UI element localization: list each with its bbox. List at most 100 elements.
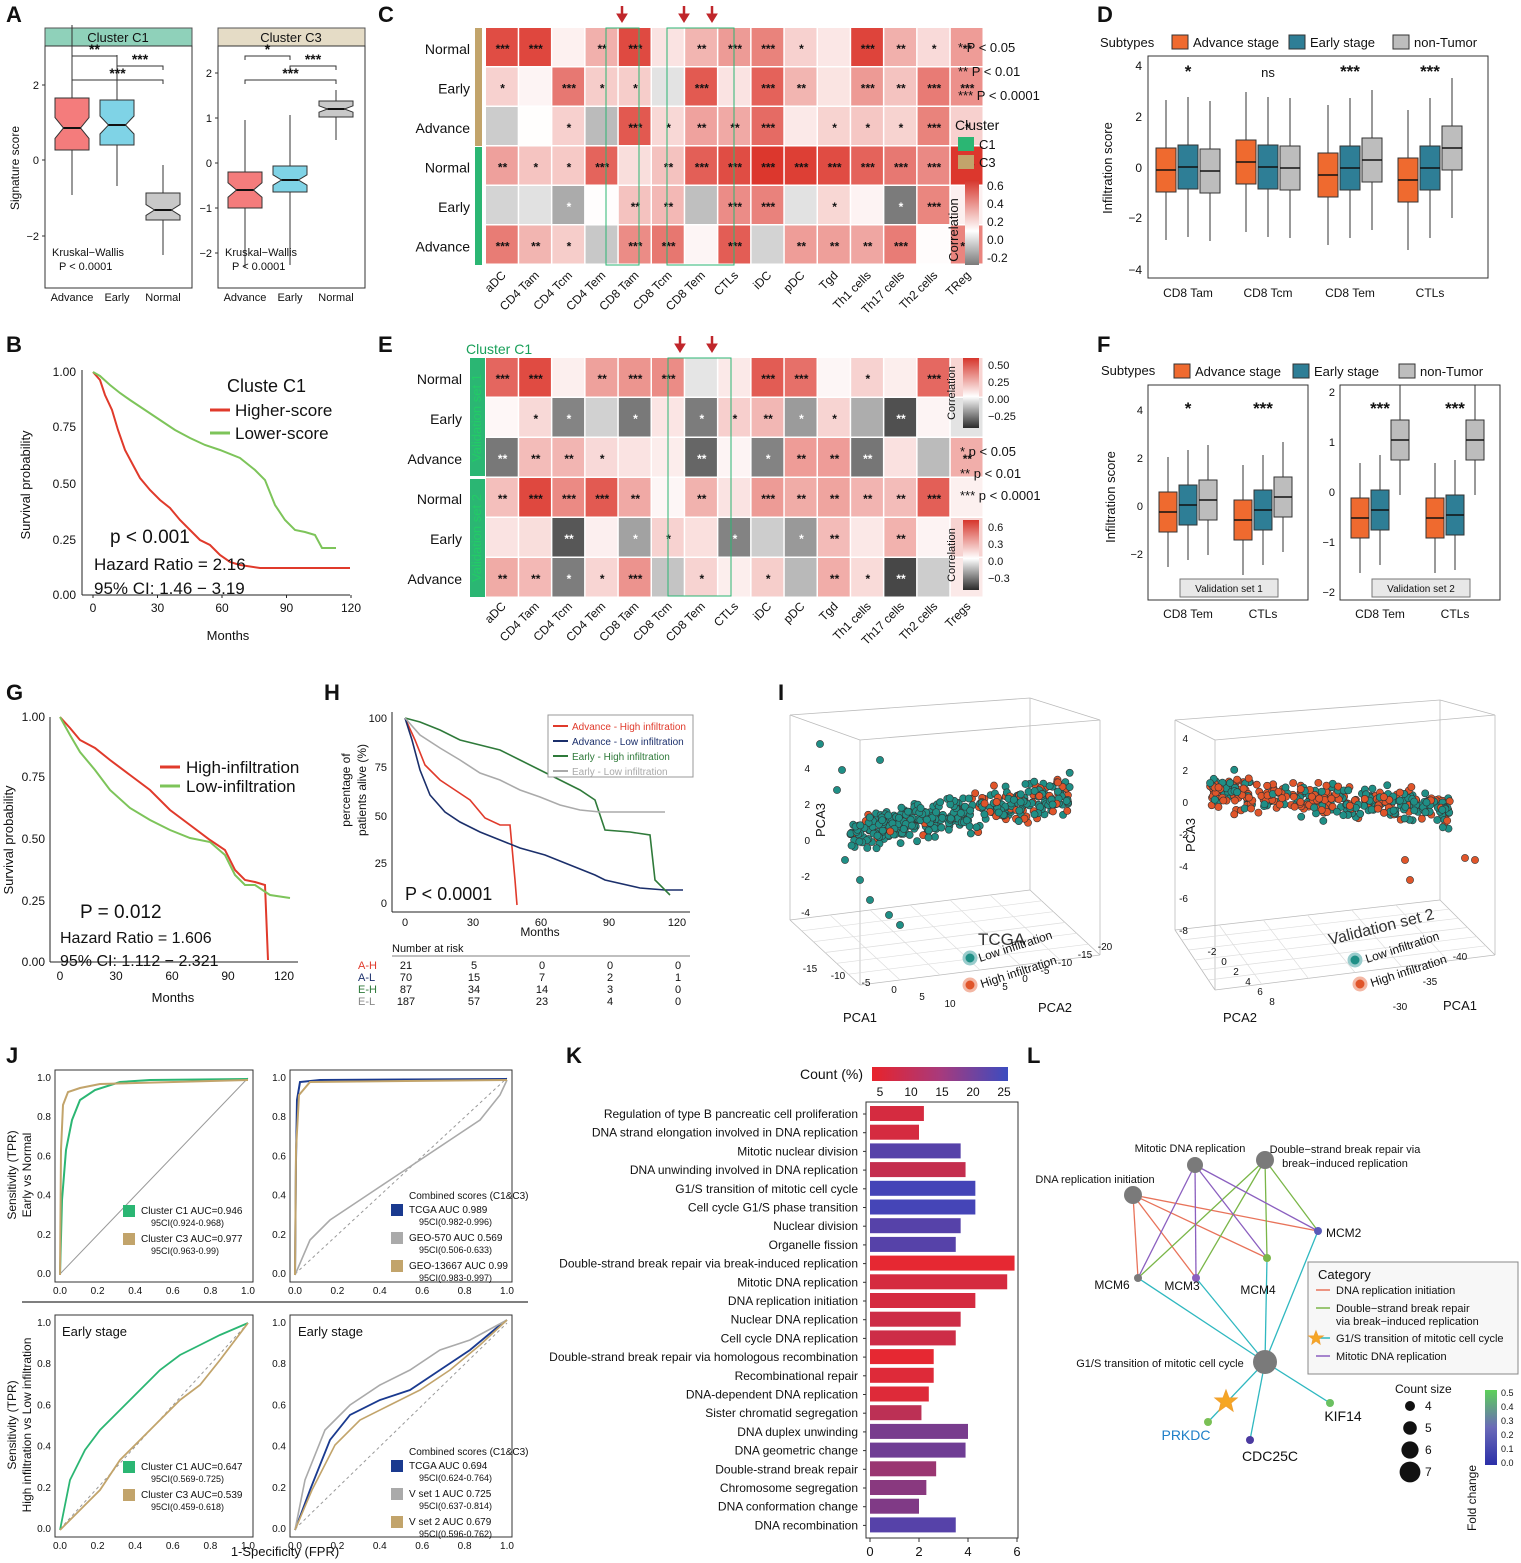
km-line-al xyxy=(404,717,683,891)
heatmap-cell xyxy=(486,186,518,224)
network-edge xyxy=(1249,1361,1266,1441)
x-tick: 0 xyxy=(866,1544,873,1559)
go-bar xyxy=(870,1405,922,1421)
x-tick: 1.0 xyxy=(241,1541,255,1552)
row-label: Early xyxy=(438,199,470,215)
heatmap-cell xyxy=(751,28,784,66)
p-legend: * p < 0.05 xyxy=(960,444,1016,459)
y-axis-label: Infiltration score xyxy=(1103,451,1118,543)
go-bar xyxy=(870,1106,924,1121)
risk-value: 57 xyxy=(468,996,480,1008)
axis-tick: 4 xyxy=(1245,977,1251,988)
y-tick: 1.0 xyxy=(37,1318,51,1329)
point-low-infiltration xyxy=(924,833,933,842)
heatmap-star: ** xyxy=(830,572,840,586)
point-low-infiltration xyxy=(1030,810,1039,819)
heatmap-star: * xyxy=(865,372,870,386)
x-tick: CD8 Tcm xyxy=(1243,286,1292,300)
heatmap-cell xyxy=(652,146,684,185)
color-bar-tick: 0.6 xyxy=(987,179,1004,193)
heatmap-cell xyxy=(618,146,651,185)
box-edge xyxy=(1029,697,1101,721)
point-low-infiltration xyxy=(946,814,955,823)
heatmap-star: ** xyxy=(963,42,973,56)
heatmap-cell xyxy=(818,107,850,145)
y-tick: 1 xyxy=(1329,437,1335,449)
heatmap-cell xyxy=(486,67,518,106)
legend-swatch xyxy=(123,1461,135,1473)
heatmap-star: ** xyxy=(598,42,608,56)
point-high-infiltration xyxy=(1274,787,1283,796)
point-high-infiltration xyxy=(1360,795,1369,803)
heatmap-star: * xyxy=(799,42,804,56)
panel-d: Subtypes Advance stage Early stage non-Tumo… xyxy=(1100,34,1489,300)
legend-swatch xyxy=(391,1260,403,1272)
heatmap-cell xyxy=(751,358,784,397)
network-edge xyxy=(1264,1230,1319,1363)
point-high-infiltration xyxy=(1063,807,1072,815)
point-high-infiltration xyxy=(1407,783,1416,791)
color-bar-tick: 20 xyxy=(966,1085,980,1099)
point-high-infiltration xyxy=(1214,803,1223,811)
point-high-infiltration xyxy=(1035,792,1044,800)
heatmap-cell xyxy=(585,67,618,106)
col-label: pDC xyxy=(781,599,808,626)
arrow-icon xyxy=(674,343,686,353)
heatmap-cell xyxy=(818,478,850,517)
y-tick: 0.6 xyxy=(272,1400,286,1411)
x-tick: 120 xyxy=(274,969,294,983)
legend-label: Higher-score xyxy=(235,401,332,420)
heatmap-cell xyxy=(552,438,585,477)
x-tick: 0 xyxy=(57,969,64,983)
axis-tick: -4 xyxy=(1179,862,1188,873)
sig-bracket xyxy=(71,55,118,60)
heatmap-star: * xyxy=(799,412,804,426)
heatmap-cell xyxy=(486,28,518,66)
gene-node xyxy=(1204,1418,1212,1426)
heatmap-cell xyxy=(552,146,585,185)
point-high-infiltration xyxy=(992,798,1001,806)
legend-label: non-Tumor xyxy=(1420,364,1484,379)
heatmap-star: * xyxy=(567,200,572,214)
point-low-infiltration xyxy=(1389,806,1398,815)
p-legend: *** P < 0.0001 xyxy=(958,88,1040,103)
legend-ci: 95CI(0.596-0.762) xyxy=(419,1529,492,1539)
point-low-infiltration xyxy=(1317,787,1326,796)
point-high-infiltration xyxy=(1049,807,1057,816)
heatmap-star: * xyxy=(899,200,904,214)
heatmap-star: *** xyxy=(595,160,609,174)
legend-title: Cluste C1 xyxy=(227,376,306,396)
color-bar-tick: 0.0 xyxy=(988,556,1003,568)
x-tick: 60 xyxy=(215,601,229,615)
point-low-infiltration xyxy=(872,844,881,853)
heatmap-cell xyxy=(784,358,817,397)
y-tick: 0.4 xyxy=(37,1191,51,1202)
heatmap-cell xyxy=(486,225,518,264)
x-tick: 120 xyxy=(668,917,686,929)
go-term-label: DNA unwinding involved in DNA replicatio… xyxy=(630,1163,858,1177)
plot-frame xyxy=(289,1314,513,1538)
hub-node xyxy=(1187,1157,1203,1173)
roc-subplot-2: 0.00.0 0.2 0.2 0.4 0.4 0.6 0.6 0.8 0.8 1.0 1.0 xyxy=(272,1069,514,1297)
heatmap-star: *** xyxy=(529,372,543,386)
y-tick: 0.2 xyxy=(272,1230,286,1241)
y-tick: −1 xyxy=(199,203,212,215)
color-bar xyxy=(872,1067,1008,1081)
point-high-infiltration xyxy=(1379,793,1388,801)
arrow-icon xyxy=(706,13,718,23)
legend-ci: 95CI(0.569-0.725) xyxy=(151,1474,224,1484)
heatmap-cell xyxy=(585,225,618,264)
col-label: Tregs xyxy=(942,599,973,630)
color-bar xyxy=(965,180,979,265)
roc-subplot-4: 0.00.0 0.2 0.2 0.4 0.4 0.6 0.6 0.8 0.8 1.0 1.0 xyxy=(272,1314,514,1552)
heatmap-star: ** xyxy=(896,492,906,506)
x-tick: Normal xyxy=(145,292,180,304)
axis-label: PCA2 xyxy=(1038,1000,1072,1015)
risk-row-label: E-H xyxy=(358,984,377,996)
y-tick: 0.2 xyxy=(37,1230,51,1241)
point-low-infiltration xyxy=(847,841,856,850)
legend-swatch xyxy=(391,1460,403,1472)
point-low-infiltration xyxy=(1297,812,1306,821)
color-bar-title: Correlation xyxy=(946,366,958,420)
heatmap-cell xyxy=(552,186,585,224)
